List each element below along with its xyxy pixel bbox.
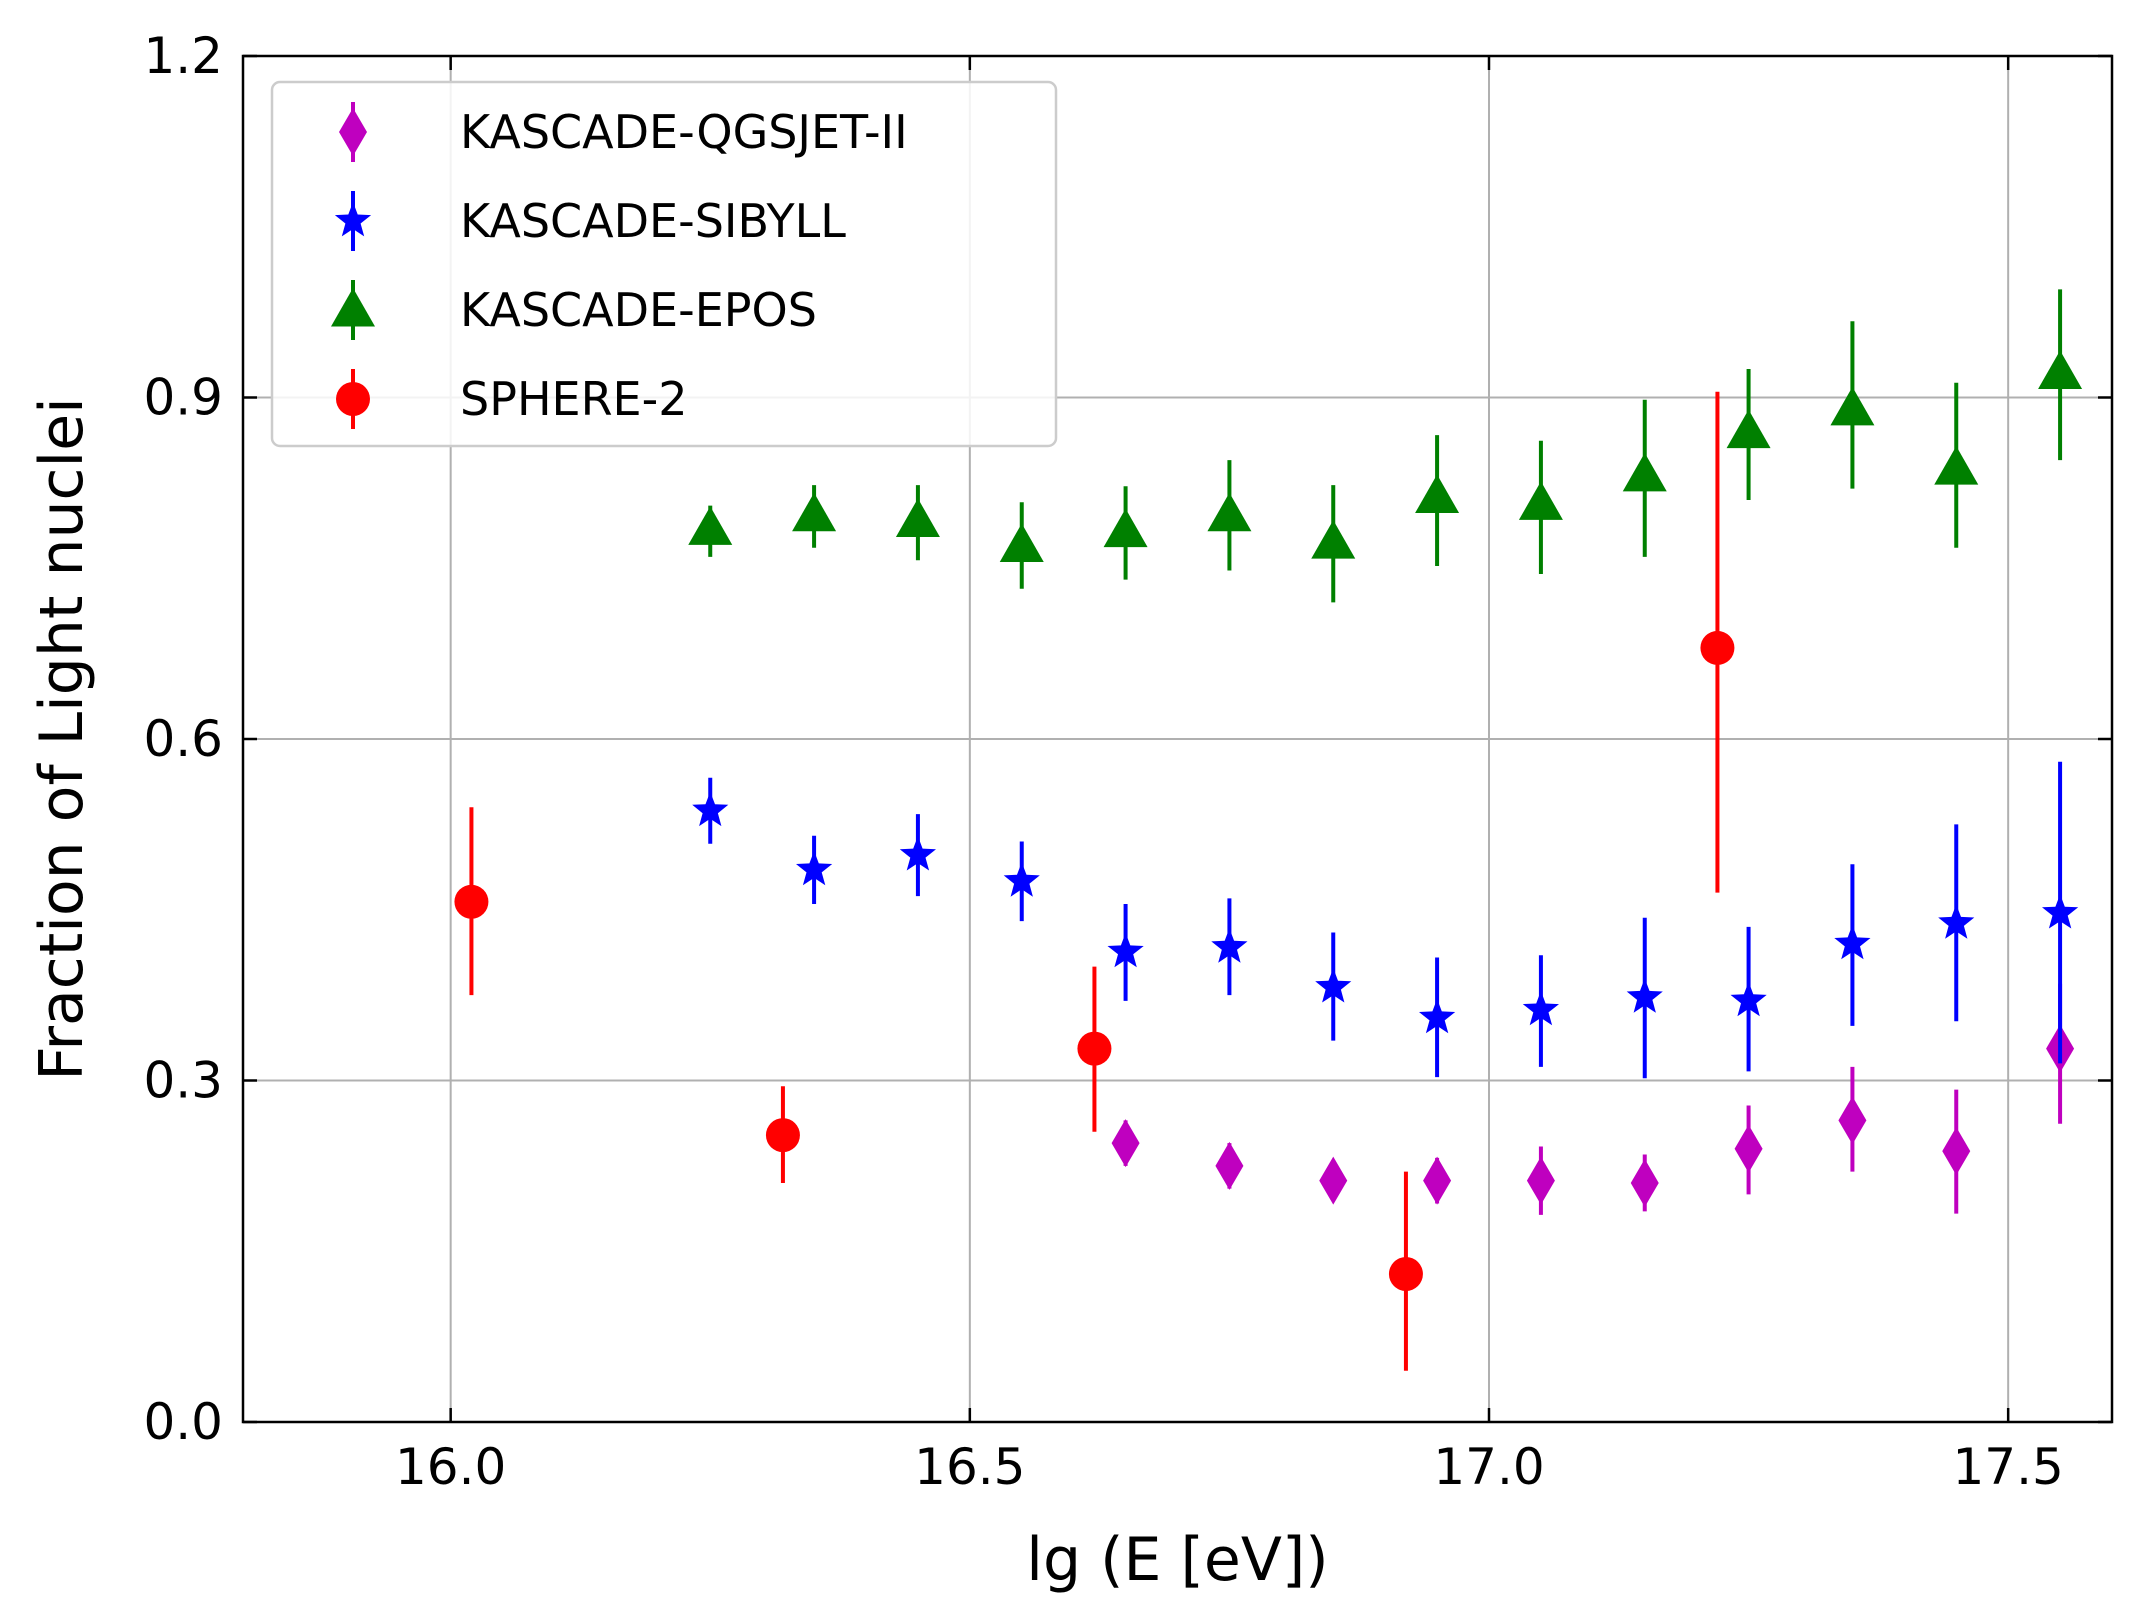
legend-frame [270, 80, 1058, 448]
legend-label: KASCADE-SIBYLL [460, 194, 846, 248]
data-point [1734, 1124, 1763, 1173]
data-point [792, 492, 837, 532]
data-point [1311, 520, 1356, 559]
plot-frame [241, 54, 2114, 1424]
y-tick-label: 1.2 [143, 27, 223, 85]
data-point [1415, 474, 1460, 514]
y-tick-label: 0.9 [143, 369, 223, 427]
legend: KASCADE-QGSJET-II KASCADE-SIBYLL KASCADE-E… [270, 80, 1058, 448]
data-point [895, 498, 940, 537]
data-point [1522, 990, 1559, 1026]
data-point [1215, 1141, 1244, 1190]
data-point [1077, 1031, 1112, 1066]
data-point [796, 850, 833, 886]
data-point [1838, 1096, 1867, 1145]
series-kascade-qgsjet-ii [1111, 983, 2075, 1215]
data-point [2038, 350, 2083, 389]
data-point [1834, 924, 1871, 960]
data-point [1934, 446, 1979, 485]
data-point [1388, 1257, 1423, 1292]
data-point [1003, 862, 1040, 897]
data-point [1107, 932, 1144, 968]
data-point [765, 1118, 800, 1153]
legend-marker [331, 288, 375, 327]
legend-label: SPHERE-2 [460, 372, 687, 426]
data-point [1315, 968, 1352, 1003]
data-point [688, 506, 733, 545]
data-point [1518, 481, 1563, 520]
y-tick-label: 0.0 [143, 1393, 223, 1451]
data-point [454, 884, 489, 919]
series-sphere-2 [454, 391, 1735, 1371]
x-axis-label: lg (E [eV]) [1026, 1525, 1328, 1595]
data-point [899, 836, 936, 871]
x-tick-label: 16.5 [914, 1438, 1025, 1496]
data-point [2042, 894, 2079, 929]
data-point [1423, 1156, 1452, 1205]
plot-area [454, 289, 2083, 1371]
data-point [1207, 492, 1252, 532]
y-axis-label: Fraction of Light nuclei [27, 397, 97, 1081]
legend-label: KASCADE-QGSJET-II [460, 105, 908, 159]
data-point [1319, 1156, 1348, 1205]
legend-marker [339, 108, 367, 156]
y-tick-label: 0.6 [143, 710, 223, 768]
x-tick-label: 16.0 [395, 1438, 506, 1496]
data-point [1830, 386, 1875, 426]
legend-label: KASCADE-EPOS [460, 283, 817, 337]
data-point [1726, 409, 1771, 449]
legend-marker [336, 382, 370, 416]
series-kascade-sibyll [692, 761, 2079, 1079]
data-point [1103, 508, 1148, 548]
axis-ticks: 16.0 16.5 17.0 17.5 0.0 0.3 0.6 0.9 1.2 [143, 27, 2112, 1496]
data-point [1730, 981, 1767, 1017]
data-point [1526, 1156, 1555, 1205]
y-tick-label: 0.3 [143, 1052, 223, 1110]
x-tick-label: 17.5 [1953, 1438, 2064, 1496]
data-point [1419, 998, 1456, 1034]
data-point [1111, 1119, 1140, 1168]
data-point [1938, 904, 1975, 939]
data-point [1626, 978, 1663, 1013]
legend-marker [334, 202, 372, 237]
data-point [1211, 928, 1248, 963]
data-point [692, 791, 729, 827]
data-point [999, 523, 1044, 562]
data-point [1700, 630, 1735, 665]
data-point [1622, 452, 1667, 492]
x-tick-label: 17.0 [1433, 1438, 1544, 1496]
data-point [1630, 1158, 1659, 1207]
series-kascade-epos [688, 289, 2083, 603]
data-point [1942, 1127, 1971, 1176]
